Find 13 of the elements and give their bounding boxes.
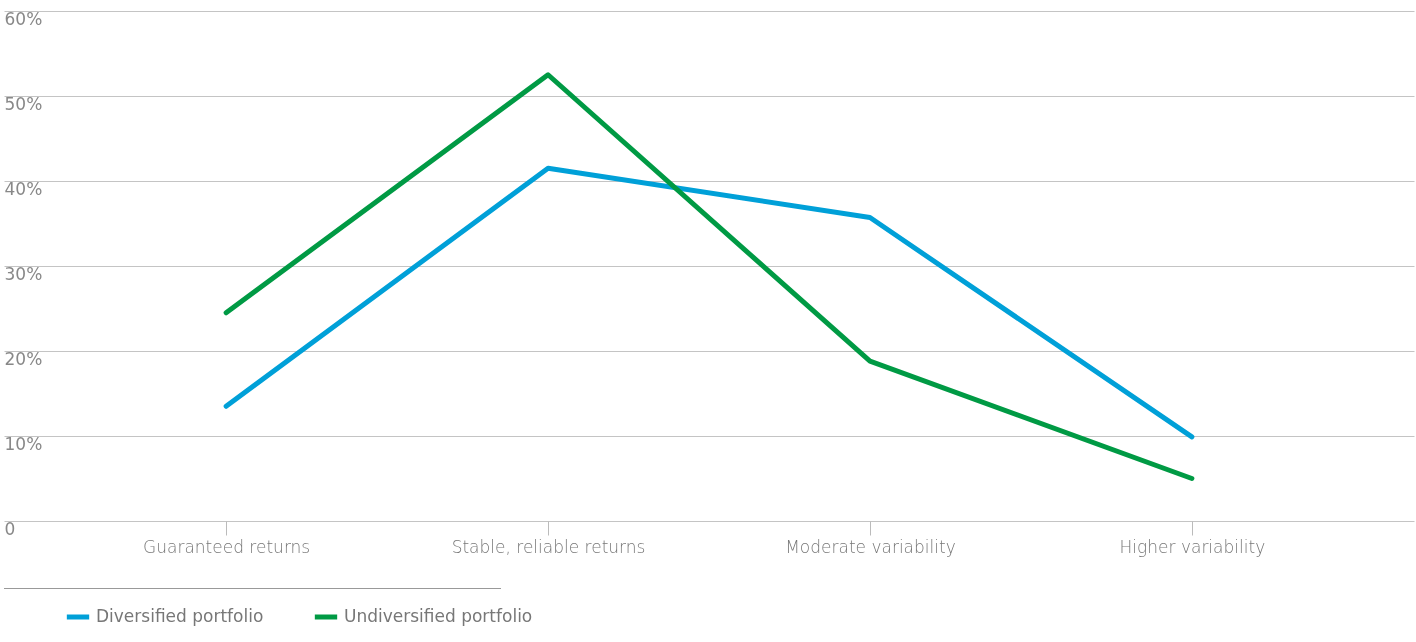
x-tick-label: Moderate variability	[785, 536, 956, 557]
y-tick-label: 50%	[4, 93, 43, 114]
y-tick-label: 0	[4, 518, 16, 539]
y-tick-label: 40%	[4, 178, 43, 199]
y-tick-label: 30%	[4, 263, 43, 284]
y-tick-label: 60%	[4, 8, 43, 29]
legend-label: Undiversified portfolio	[344, 606, 533, 626]
x-tick-label: Guaranteed returns	[143, 536, 311, 557]
x-tick-label: Stable, reliable returns	[451, 536, 646, 557]
y-tick-label: 10%	[4, 433, 43, 454]
x-tick-label: Higher variability	[1119, 536, 1266, 557]
y-tick-label: 20%	[4, 348, 43, 369]
legend-label: Diversified portfolio	[96, 606, 264, 626]
